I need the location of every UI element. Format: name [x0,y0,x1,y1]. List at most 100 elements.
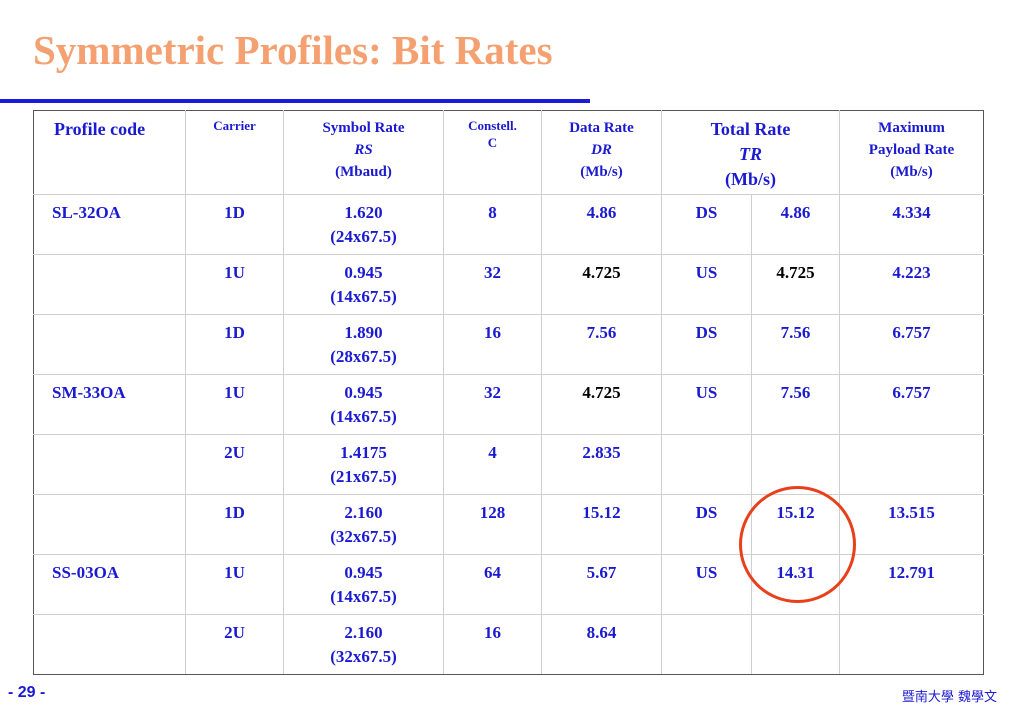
highlight-circle [739,486,856,603]
cell-data-rate: 2.835 [541,434,662,495]
cell-direction: US [661,554,752,615]
symbol-rate-value: 0.945 [344,563,383,582]
page-number: - 29 - [8,684,46,701]
table-row: SM-33OA 1U 0.945 (14x67.5) 32 4.725 US 7.… [33,374,984,435]
cell-carrier: 2U [185,614,284,675]
cell-constell: 16 [443,314,542,375]
symbol-rate-value: 1.890 [344,323,383,342]
cell-direction: US [661,374,752,435]
symbol-rate-detail: (14x67.5) [330,587,397,606]
symbol-rate-value: 2.160 [344,623,383,642]
table-row: SL-32OA 1D 1.620 (24x67.5) 8 4.86 DS 4.86… [33,194,984,255]
cell-constell: 8 [443,194,542,255]
cell-carrier: 1D [185,314,284,375]
header-symbol-rate-line3: (Mbaud) [335,164,392,180]
cell-carrier: 1U [185,254,284,315]
header-constell-line1: Constell. [468,118,517,133]
cell-total-rate [751,614,840,675]
cell-direction: DS [661,314,752,375]
header-max-payload-line1: Maximum [878,120,945,136]
table-row: 2U 2.160 (32x67.5) 16 8.64 [33,614,984,675]
cell-constell: 32 [443,254,542,315]
cell-constell: 32 [443,374,542,435]
header-total-rate-line3: (Mb/s) [725,169,776,189]
cell-carrier: 1U [185,554,284,615]
cell-profile-code [33,314,186,375]
cell-total-rate: 7.56 [751,314,840,375]
symbol-rate-value: 1.620 [344,203,383,222]
cell-total-rate: 7.56 [751,374,840,435]
cell-carrier: 2U [185,434,284,495]
cell-profile-code [33,494,186,555]
cell-profile-code [33,254,186,315]
cell-symbol-rate: 0.945 (14x67.5) [283,554,444,615]
cell-data-rate: 4.725 [541,374,662,435]
cell-symbol-rate: 1.890 (28x67.5) [283,314,444,375]
symbol-rate-detail: (24x67.5) [330,227,397,246]
cell-data-rate: 15.12 [541,494,662,555]
header-row: Profile code Carrier Symbol Rate RS (Mba… [33,110,984,195]
symbol-rate-detail: (21x67.5) [330,467,397,486]
cell-constell: 64 [443,554,542,615]
header-symbol-rate-line1: Symbol Rate [322,120,405,136]
cell-symbol-rate: 1.4175 (21x67.5) [283,434,444,495]
header-constell-line2: C [487,135,498,150]
symbol-rate-detail: (32x67.5) [330,647,397,666]
symbol-rate-detail: (14x67.5) [330,287,397,306]
cell-direction [661,614,752,675]
header-data-rate-line3: (Mb/s) [580,164,623,180]
symbol-rate-value: 0.945 [344,383,383,402]
symbol-rate-value: 2.160 [344,503,383,522]
header-total-rate-line1: Total Rate [710,119,791,139]
title-underline [0,99,590,103]
cell-direction: DS [661,494,752,555]
cell-constell: 128 [443,494,542,555]
cell-constell: 16 [443,614,542,675]
table-row: 1D 2.160 (32x67.5) 128 15.12 DS 15.12 13.… [33,494,984,555]
cell-symbol-rate: 2.160 (32x67.5) [283,614,444,675]
cell-direction [661,434,752,495]
symbol-rate-value: 1.4175 [340,443,387,462]
cell-total-rate [751,434,840,495]
slide-title: Symmetric Profiles: Bit Rates [33,27,553,73]
header-data-rate-line2: DR [591,142,612,158]
cell-total-rate: 4.86 [751,194,840,255]
header-total-rate-line2: TR [738,144,762,164]
cell-data-rate: 4.725 [541,254,662,315]
cell-profile-code: SL-32OA [33,194,186,255]
cell-direction: DS [661,194,752,255]
cell-data-rate: 7.56 [541,314,662,375]
header-constell: Constell. C [443,110,542,195]
bit-rates-table: Profile code Carrier Symbol Rate RS (Mba… [33,110,984,675]
symbol-rate-detail: (32x67.5) [330,527,397,546]
header-max-payload-line2: Payload Rate [868,142,955,158]
cell-total-rate: 4.725 [751,254,840,315]
cell-profile-code: SM-33OA [33,374,186,435]
cell-max-payload: 12.791 [839,554,984,615]
cell-max-payload: 6.757 [839,314,984,375]
cell-max-payload: 4.334 [839,194,984,255]
header-data-rate: Data Rate DR (Mb/s) [541,110,662,195]
symbol-rate-detail: (14x67.5) [330,407,397,426]
cell-data-rate: 8.64 [541,614,662,675]
cell-direction: US [661,254,752,315]
header-max-payload-line3: (Mb/s) [890,164,933,180]
cell-profile-code: SS-03OA [33,554,186,615]
header-max-payload: Maximum Payload Rate (Mb/s) [839,110,984,195]
cell-max-payload: 6.757 [839,374,984,435]
table-row: 1D 1.890 (28x67.5) 16 7.56 DS 7.56 6.757 [33,314,984,375]
cell-profile-code [33,434,186,495]
header-total-rate: Total Rate TR (Mb/s) [661,110,840,195]
cell-data-rate: 4.86 [541,194,662,255]
footer-author: 暨南大學 魏學文 [901,690,997,705]
cell-data-rate: 5.67 [541,554,662,615]
header-symbol-rate-line2: RS [354,142,373,158]
table-row: 1U 0.945 (14x67.5) 32 4.725 US 4.725 4.22… [33,254,984,315]
symbol-rate-detail: (28x67.5) [330,347,397,366]
header-carrier: Carrier [185,110,284,195]
cell-symbol-rate: 0.945 (14x67.5) [283,374,444,435]
cell-constell: 4 [443,434,542,495]
cell-carrier: 1D [185,194,284,255]
cell-symbol-rate: 2.160 (32x67.5) [283,494,444,555]
cell-symbol-rate: 1.620 (24x67.5) [283,194,444,255]
